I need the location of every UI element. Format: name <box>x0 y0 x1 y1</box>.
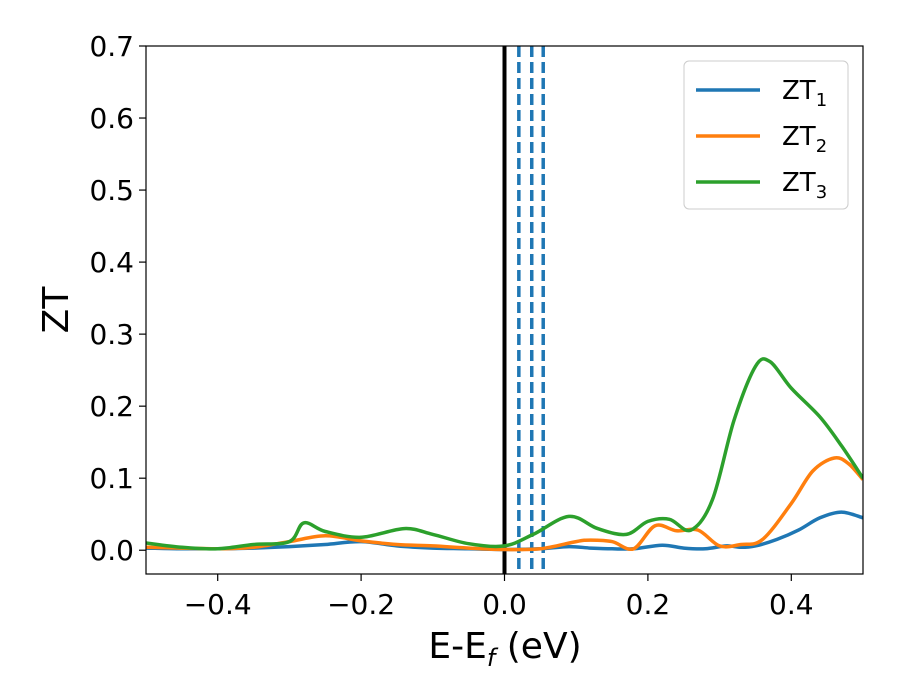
x-tick-label: −0.4 <box>184 588 252 621</box>
y-tick-label: 0.5 <box>89 174 134 207</box>
y-tick-label: 0.6 <box>89 102 134 135</box>
legend-label-zt1: ZT1 <box>782 76 827 111</box>
y-axis-ticks: 0.0 0.1 0.2 0.3 0.4 0.5 0.6 0.7 <box>89 30 146 567</box>
series-line-zt3 <box>146 357 863 551</box>
x-tick-label: 0.0 <box>482 588 527 621</box>
reference-lines <box>502 46 545 574</box>
y-tick-label: 0.2 <box>89 390 134 423</box>
series-line-zt2 <box>146 456 863 552</box>
y-tick-label: 0.3 <box>89 318 134 351</box>
x-axis-label-unit: (eV) <box>495 626 581 667</box>
legend-label-zt3: ZT3 <box>782 168 827 203</box>
series-layer <box>146 357 863 552</box>
x-axis-label-main: E-E <box>428 626 486 667</box>
legend-label-zt2: ZT2 <box>782 122 827 157</box>
x-tick-label: 0.2 <box>626 588 671 621</box>
y-tick-label: 0.0 <box>89 534 134 567</box>
x-axis-ticks: −0.4 −0.2 0.0 0.2 0.4 <box>184 574 814 621</box>
legend-box <box>683 60 849 210</box>
series-line-zt1 <box>146 510 863 552</box>
y-tick-label: 0.7 <box>89 30 134 63</box>
y-tick-label: 0.1 <box>89 462 134 495</box>
x-axis-label: E-Ef (eV) <box>428 626 581 672</box>
x-tick-label: −0.2 <box>327 588 395 621</box>
legend: ZT1 ZT2 ZT3 <box>683 60 849 210</box>
y-tick-label: 0.4 <box>89 246 134 279</box>
x-tick-label: 0.4 <box>769 588 814 621</box>
y-axis-label: ZT <box>36 286 77 334</box>
